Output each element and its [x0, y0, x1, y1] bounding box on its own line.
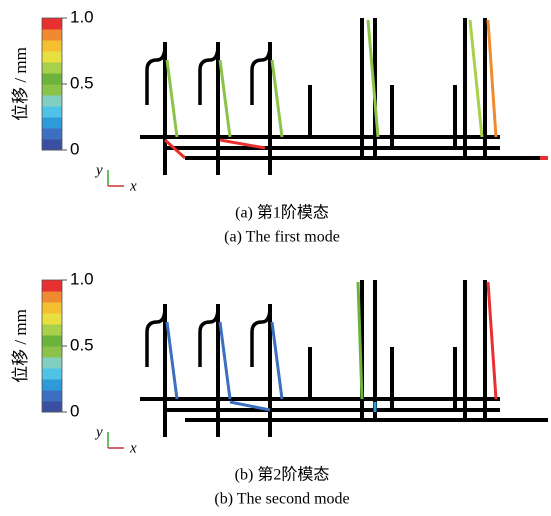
colorbar-stripe [42, 379, 62, 391]
colorbar-stripe [42, 84, 62, 96]
colorbar-stripe [42, 346, 62, 358]
figure: 0 0.5 1.0 位移 / mm y x (a) 第1阶模态 (a) The first m… [0, 0, 551, 516]
colorbar-stripe [42, 357, 62, 369]
colorbar-stripe [42, 401, 62, 413]
panel: 0 0.5 1.0 位移 / mm y x (a) 第1阶模态 (a) The first m… [11, 7, 548, 245]
colorbar-tick-label: 0 [70, 401, 79, 420]
caption-en: (a) The first mode [224, 229, 340, 246]
structure-hook [200, 45, 218, 105]
colorbar-stripe [42, 40, 62, 52]
colorbar-stripe [42, 324, 62, 336]
axis-y-label: y [94, 162, 103, 178]
colorbar-stripe [42, 29, 62, 41]
caption-en: (b) The second mode [214, 491, 349, 508]
colorbar-label: 位移 / mm [11, 47, 30, 121]
axis-x-label: x [129, 178, 137, 194]
colorbar-stripe [42, 62, 62, 74]
colorbar-stripe [42, 313, 62, 325]
structure-member [470, 20, 482, 137]
structure-hook [252, 45, 270, 105]
structure-hook [147, 307, 165, 367]
colorbar-stripe [42, 139, 62, 151]
structure-member [272, 322, 282, 399]
structure-hook [147, 45, 165, 105]
structure-member [220, 322, 230, 399]
panel: 0 0.5 1.0 位移 / mm y x (b) 第2阶模态 (b) The second … [11, 269, 548, 507]
colorbar-stripe [42, 280, 62, 292]
colorbar-stripe [42, 106, 62, 118]
colorbar-label: 位移 / mm [11, 309, 30, 383]
colorbar-tick-label: 0 [70, 139, 79, 158]
colorbar-stripe [42, 335, 62, 347]
colorbar-stripe [42, 18, 62, 30]
structure-member [220, 60, 230, 137]
colorbar-tick-label: 1.0 [70, 7, 94, 26]
structure-member [167, 60, 177, 137]
page: 0 0.5 1.0 位移 / mm y x (a) 第1阶模态 (a) The first m… [0, 0, 551, 516]
colorbar-stripe [42, 390, 62, 402]
colorbar-stripe [42, 95, 62, 107]
colorbar-stripe [42, 368, 62, 380]
structure-hook [252, 307, 270, 367]
structure-member [488, 20, 496, 137]
caption-cn: (a) 第1阶模态 [235, 204, 329, 222]
colorbar-tick-label: 0.5 [70, 73, 94, 92]
caption-cn: (b) 第2阶模态 [235, 466, 330, 484]
colorbar-stripe [42, 302, 62, 314]
axis-x-label: x [129, 440, 137, 456]
structure-member [272, 60, 282, 137]
colorbar-tick-label: 0.5 [70, 335, 94, 354]
colorbar-stripe [42, 291, 62, 303]
structure-hook [200, 307, 218, 367]
structure-member [167, 322, 177, 399]
structure-member [488, 282, 496, 399]
colorbar-tick-label: 1.0 [70, 269, 94, 288]
colorbar-stripe [42, 73, 62, 85]
colorbar-stripe [42, 117, 62, 129]
colorbar-stripe [42, 128, 62, 140]
axis-y-label: y [94, 424, 103, 440]
colorbar-stripe [42, 51, 62, 63]
